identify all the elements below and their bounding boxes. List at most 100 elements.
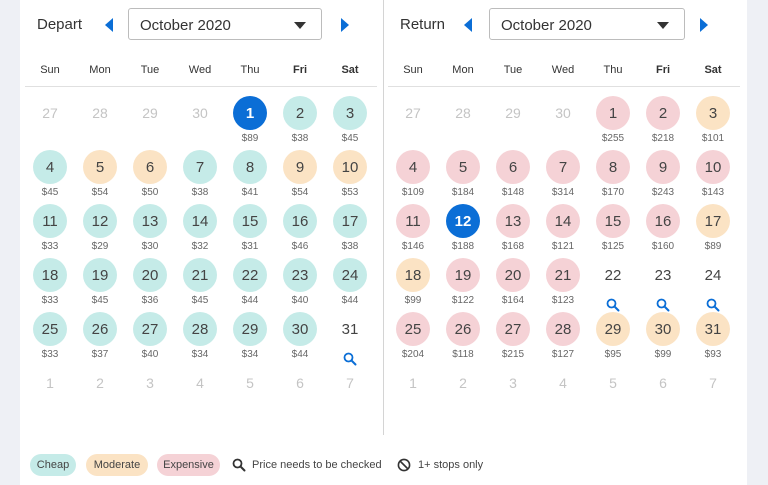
depart-day-cell[interactable]: 1 $89	[225, 96, 275, 148]
depart-day-number[interactable]: 5	[83, 150, 117, 184]
return-day-cell[interactable]: 29 $95	[588, 312, 638, 364]
return-day-cell[interactable]: 20 $164	[488, 258, 538, 310]
return-month-select[interactable]: October 2020	[489, 8, 685, 40]
return-day-number[interactable]: 16	[646, 204, 680, 238]
depart-day-number[interactable]: 17	[333, 204, 367, 238]
depart-day-number[interactable]: 27	[133, 312, 167, 346]
return-day-cell[interactable]: 7 $314	[538, 150, 588, 202]
return-day-cell[interactable]: 30 $99	[638, 312, 688, 364]
return-day-number[interactable]: 2	[646, 96, 680, 130]
caret-left-icon[interactable]	[460, 15, 476, 35]
depart-day-cell[interactable]: 11 $33	[25, 204, 75, 256]
depart-day-number[interactable]: 12	[83, 204, 117, 238]
return-day-number[interactable]: 18	[396, 258, 430, 292]
return-day-cell[interactable]: 17 $89	[688, 204, 738, 256]
return-day-number[interactable]: 11	[396, 204, 430, 238]
return-day-number[interactable]: 15	[596, 204, 630, 238]
depart-day-cell[interactable]: 25 $33	[25, 312, 75, 364]
depart-day-number[interactable]: 6	[133, 150, 167, 184]
return-day-cell[interactable]: 3 $101	[688, 96, 738, 148]
depart-day-number[interactable]: 16	[283, 204, 317, 238]
depart-day-number[interactable]: 11	[33, 204, 67, 238]
depart-day-number[interactable]: 1	[233, 96, 267, 130]
search-icon[interactable]	[606, 298, 620, 312]
return-day-number[interactable]: 12	[446, 204, 480, 238]
return-day-cell[interactable]: 12 $188	[438, 204, 488, 256]
depart-month-select[interactable]: October 2020	[128, 8, 322, 40]
return-day-cell[interactable]: 28 $127	[538, 312, 588, 364]
depart-day-number[interactable]: 18	[33, 258, 67, 292]
depart-day-number[interactable]: 10	[333, 150, 367, 184]
depart-day-cell[interactable]: 9 $54	[275, 150, 325, 202]
depart-day-cell[interactable]: 23 $40	[275, 258, 325, 310]
return-day-number[interactable]: 21	[546, 258, 580, 292]
depart-day-number[interactable]: 19	[83, 258, 117, 292]
depart-day-cell[interactable]: 17 $38	[325, 204, 375, 256]
return-day-number[interactable]: 19	[446, 258, 480, 292]
return-day-number[interactable]: 27	[496, 312, 530, 346]
return-day-cell[interactable]: 15 $125	[588, 204, 638, 256]
return-day-number[interactable]: 4	[396, 150, 430, 184]
caret-left-icon[interactable]	[101, 15, 117, 35]
depart-day-cell[interactable]: 5 $54	[75, 150, 125, 202]
return-day-cell[interactable]: 23	[638, 258, 688, 312]
return-day-number[interactable]: 25	[396, 312, 430, 346]
depart-day-cell[interactable]: 4 $45	[25, 150, 75, 202]
depart-day-number[interactable]: 7	[183, 150, 217, 184]
return-day-number[interactable]: 20	[496, 258, 530, 292]
depart-day-number[interactable]: 8	[233, 150, 267, 184]
return-day-number[interactable]: 14	[546, 204, 580, 238]
depart-day-cell[interactable]: 10 $53	[325, 150, 375, 202]
return-day-cell[interactable]: 9 $243	[638, 150, 688, 202]
depart-day-number[interactable]: 2	[283, 96, 317, 130]
depart-day-cell[interactable]: 26 $37	[75, 312, 125, 364]
return-day-cell[interactable]: 5 $184	[438, 150, 488, 202]
depart-day-number[interactable]: 3	[333, 96, 367, 130]
return-day-cell[interactable]: 10 $143	[688, 150, 738, 202]
return-day-number[interactable]: 1	[596, 96, 630, 130]
return-day-cell[interactable]: 8 $170	[588, 150, 638, 202]
return-day-number[interactable]: 7	[546, 150, 580, 184]
return-day-cell[interactable]: 2 $218	[638, 96, 688, 148]
return-day-cell[interactable]: 11 $146	[388, 204, 438, 256]
depart-day-cell[interactable]: 13 $30	[125, 204, 175, 256]
return-day-cell[interactable]: 25 $204	[388, 312, 438, 364]
depart-day-cell[interactable]: 15 $31	[225, 204, 275, 256]
depart-day-cell[interactable]: 2 $38	[275, 96, 325, 148]
depart-day-cell[interactable]: 24 $44	[325, 258, 375, 310]
depart-day-cell[interactable]: 6 $50	[125, 150, 175, 202]
caret-right-icon[interactable]	[337, 15, 353, 35]
return-day-number[interactable]: 3	[696, 96, 730, 130]
return-day-cell[interactable]: 27 $215	[488, 312, 538, 364]
return-day-cell[interactable]: 1 $255	[588, 96, 638, 148]
return-day-number[interactable]: 30	[646, 312, 680, 346]
depart-day-cell[interactable]: 30 $44	[275, 312, 325, 364]
return-day-number[interactable]: 29	[596, 312, 630, 346]
depart-day-number[interactable]: 31	[341, 320, 359, 338]
return-day-number[interactable]: 26	[446, 312, 480, 346]
depart-day-number[interactable]: 30	[283, 312, 317, 346]
depart-day-cell[interactable]: 12 $29	[75, 204, 125, 256]
return-day-number[interactable]: 22	[604, 266, 622, 284]
depart-day-number[interactable]: 24	[333, 258, 367, 292]
return-day-cell[interactable]: 21 $123	[538, 258, 588, 310]
return-day-number[interactable]: 5	[446, 150, 480, 184]
return-day-cell[interactable]: 13 $168	[488, 204, 538, 256]
depart-day-number[interactable]: 25	[33, 312, 67, 346]
depart-day-cell[interactable]: 16 $46	[275, 204, 325, 256]
search-icon[interactable]	[343, 352, 357, 366]
depart-day-cell[interactable]: 29 $34	[225, 312, 275, 364]
depart-day-cell[interactable]: 3 $45	[325, 96, 375, 148]
return-day-cell[interactable]: 18 $99	[388, 258, 438, 310]
depart-day-cell[interactable]: 8 $41	[225, 150, 275, 202]
depart-day-cell[interactable]: 18 $33	[25, 258, 75, 310]
depart-day-cell[interactable]: 20 $36	[125, 258, 175, 310]
return-day-number[interactable]: 9	[646, 150, 680, 184]
depart-day-number[interactable]: 4	[33, 150, 67, 184]
return-day-number[interactable]: 31	[696, 312, 730, 346]
depart-day-number[interactable]: 28	[183, 312, 217, 346]
depart-day-cell[interactable]: 14 $32	[175, 204, 225, 256]
return-day-number[interactable]: 28	[546, 312, 580, 346]
depart-day-cell[interactable]: 19 $45	[75, 258, 125, 310]
return-day-number[interactable]: 8	[596, 150, 630, 184]
